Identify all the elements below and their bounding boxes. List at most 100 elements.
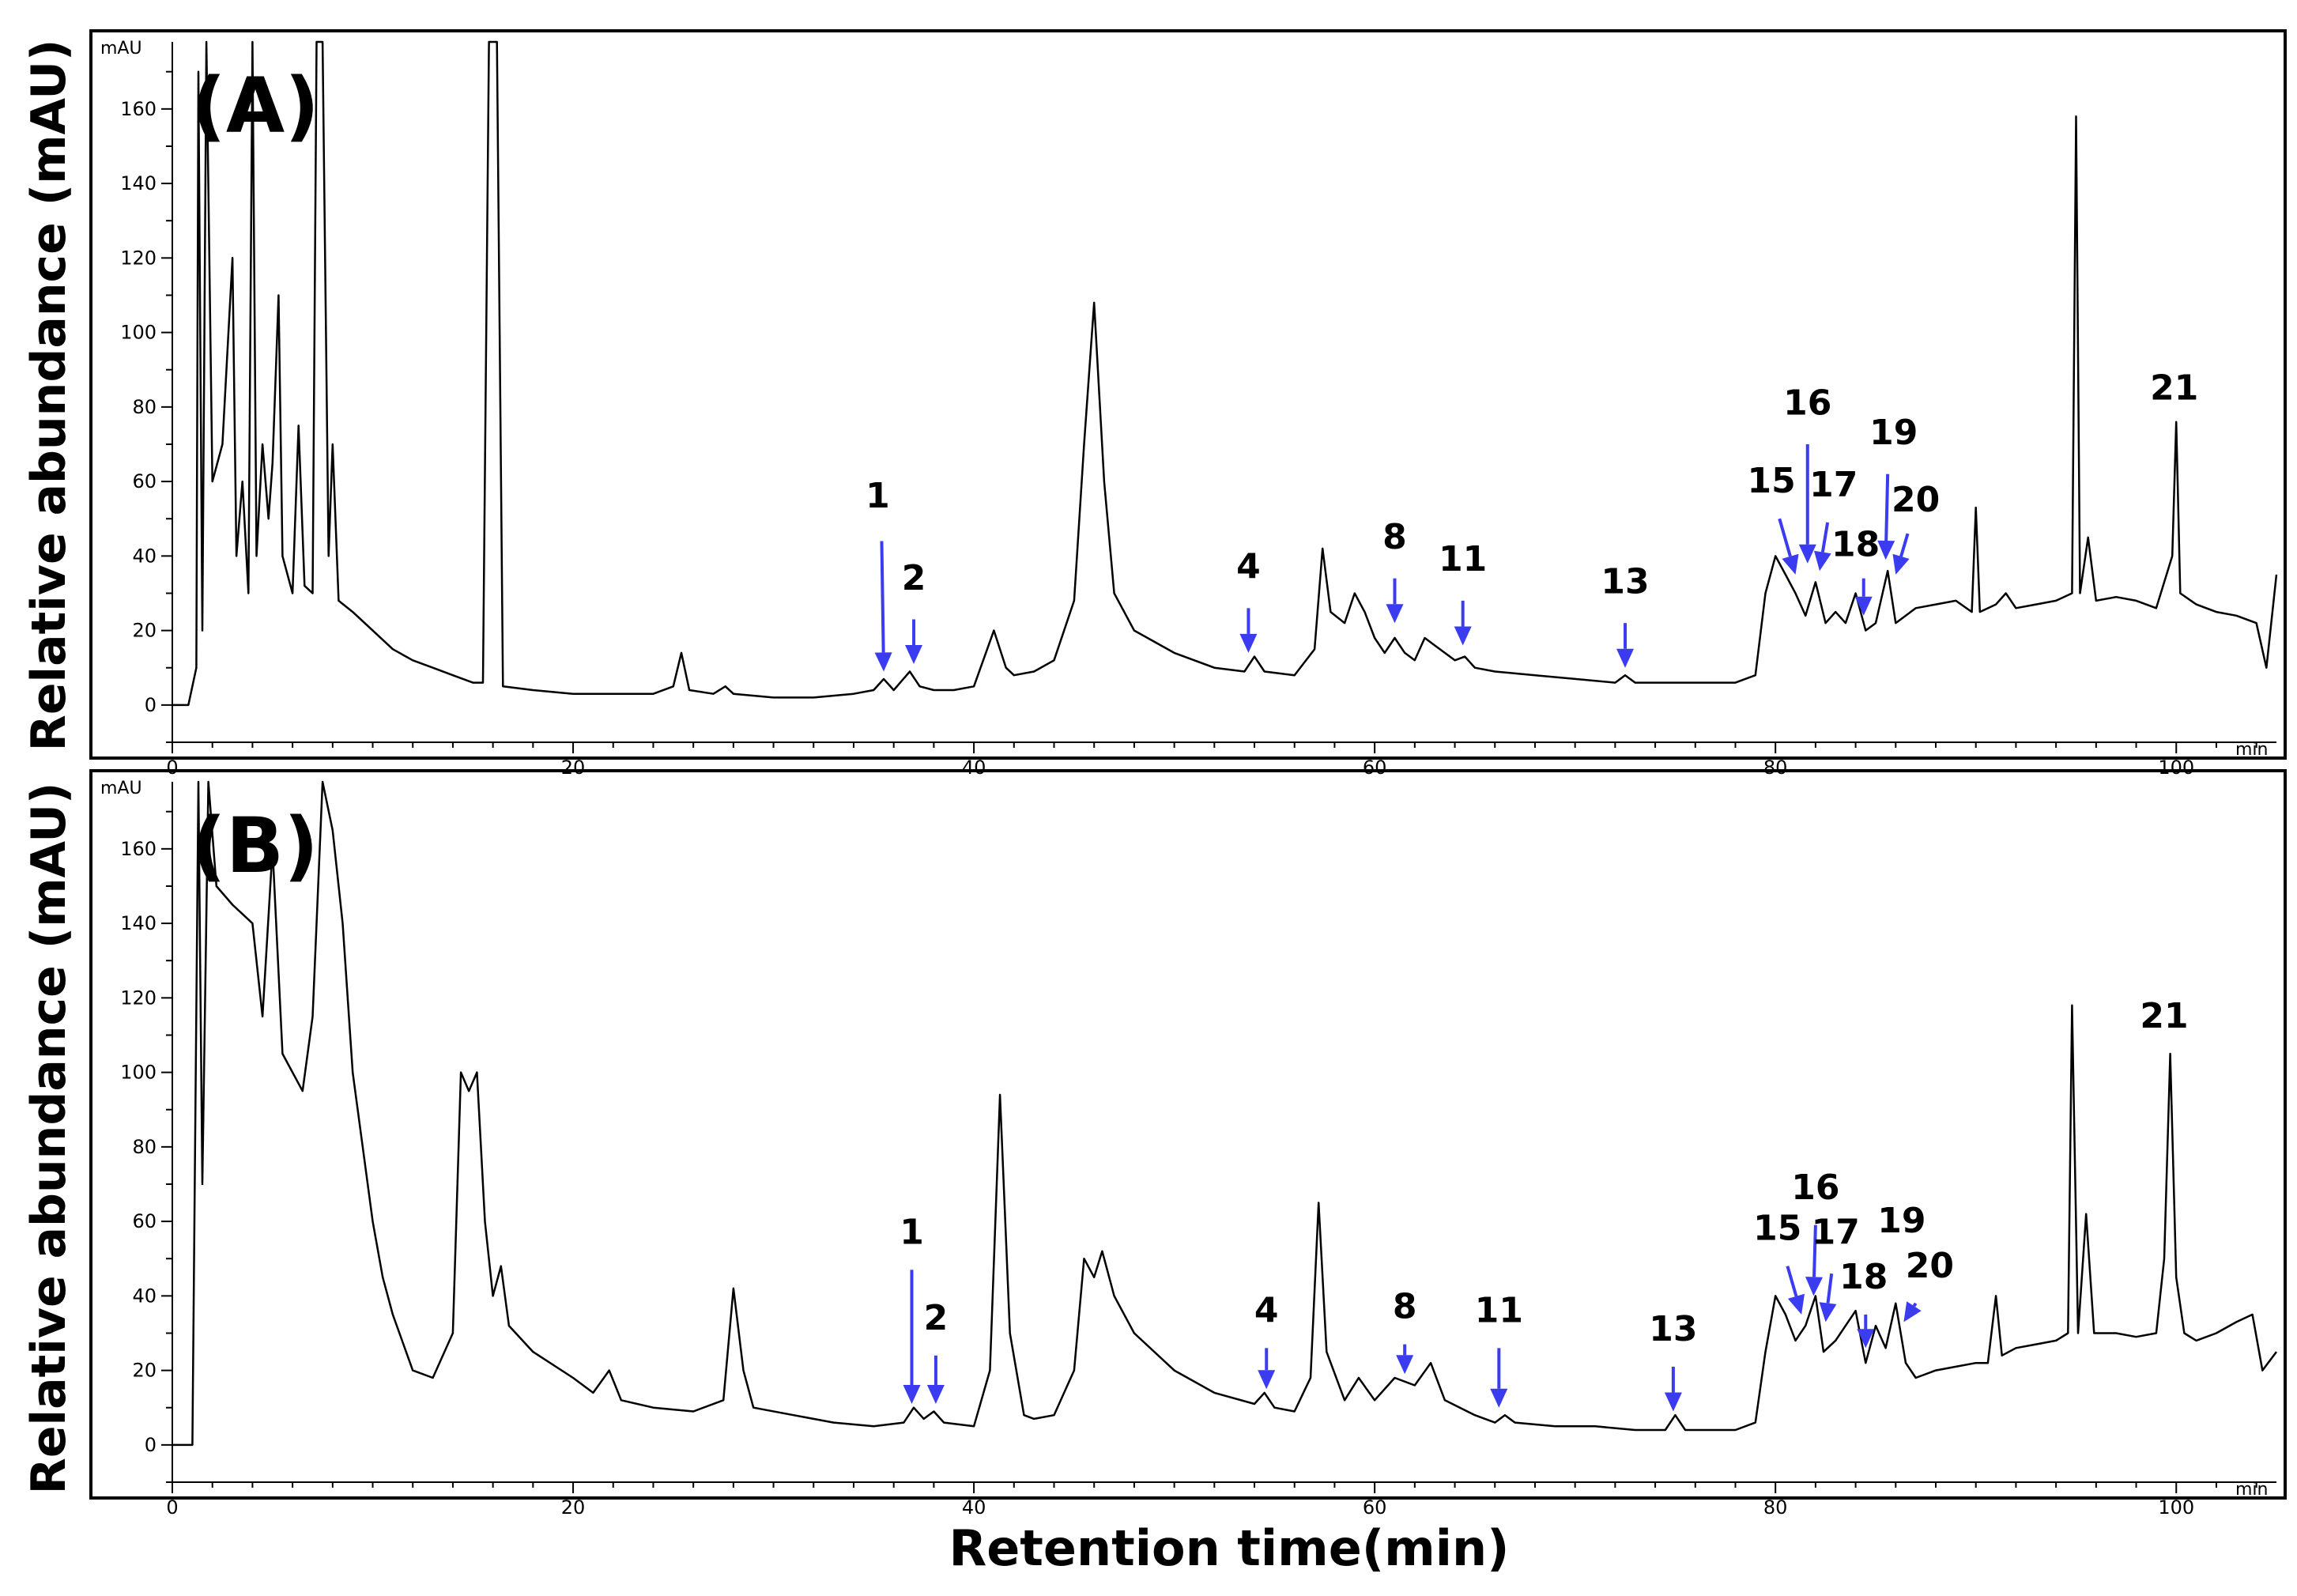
panel-b-arrow-head-17 (1819, 1302, 1837, 1322)
panel-b-arrow-head-8 (1396, 1355, 1414, 1375)
panel-b-trace (172, 780, 2277, 1447)
panel-a-arrow-head-13 (1616, 648, 1634, 668)
panel-b-x-tick-label: 0 (166, 1496, 178, 1519)
panel-a-trace (172, 40, 2278, 707)
panel-a-y-tick-label: 160 (120, 98, 157, 120)
panel-a-peak-label-13: 13 (1601, 561, 1649, 602)
panel-a-peak-arrow-4 (1239, 608, 1258, 653)
panel-b-peak-label-11: 11 (1475, 1290, 1523, 1330)
panel-a-arrow-head-2 (905, 645, 922, 664)
panel-b-min-label: min (2235, 1480, 2269, 1500)
panel-b-peak-label-18: 18 (1839, 1257, 1888, 1297)
panel-b-frame (89, 769, 2287, 1500)
panel-b-y-tick-label: 40 (132, 1285, 157, 1307)
panel-a-peak-arrow-16 (1798, 443, 1816, 564)
panel-b-peak-arrow-15 (1786, 1266, 1805, 1315)
panel-b-peak-arrow-8 (1396, 1344, 1414, 1375)
panel-b-peak-label-8: 8 (1393, 1287, 1417, 1327)
panel-a-arrow-shaft-15 (1778, 518, 1792, 557)
panel-b-x-tick-label: 80 (1763, 1496, 1788, 1519)
panel-a-frame (89, 29, 2287, 760)
panel-a-arrow-head-1 (874, 652, 892, 672)
panel-a-peak-label-8: 8 (1382, 517, 1407, 557)
panel-a-arrow-head-4 (1239, 633, 1258, 653)
panel-a-arrow-head-20 (1892, 553, 1910, 575)
panel-a-peak-arrow-2 (905, 619, 922, 664)
panel-a-min-label: min (2235, 740, 2269, 760)
panel-b-peak-label-13: 13 (1649, 1309, 1697, 1349)
panel-a-peak-label-11: 11 (1439, 539, 1487, 579)
panel-b-arrow-head-13 (1664, 1392, 1682, 1412)
panel-a-peak-label-16: 16 (1783, 383, 1831, 423)
panel-b-x-tick-label: 100 (2158, 1496, 2194, 1519)
panel-b-arrow-shaft-15 (1786, 1266, 1798, 1297)
panel-b-y-tick-label: 160 (120, 838, 157, 860)
panel-a-arrow-shaft-19 (1884, 474, 1890, 541)
panel-b-peak-label-16: 16 (1791, 1168, 1839, 1208)
panel-a-annotations: 1 2 4 8 11 13 15 16 17 18 19 20 21 (866, 368, 2198, 672)
panel-a-peak-label-19: 19 (1869, 413, 1918, 453)
panel-a-arrow-shaft-1 (880, 541, 885, 653)
panel-a-x-tick-label: 100 (2158, 756, 2194, 779)
panel-b-y-tick-label: 0 (145, 1434, 157, 1456)
y-axis-title-b: Relative abundance (mAU) (21, 783, 77, 1495)
panel-b-x-tick-label: 60 (1363, 1496, 1387, 1519)
panel-a-arrow-head-11 (1454, 626, 1472, 646)
panel-b-y-tick-label: 120 (120, 987, 157, 1009)
panel-a-arrow-head-19 (1877, 540, 1895, 560)
panel-a-x-tick-label: 0 (166, 756, 178, 779)
panel-b-peak-arrow-16 (1805, 1224, 1823, 1296)
panel-b-peak-arrow-2 (926, 1355, 945, 1404)
panel-b-peak-label-19: 19 (1877, 1201, 1925, 1241)
panel-a-arrow-shaft-20 (1899, 533, 1910, 557)
panel-a-peak-arrow-1 (874, 541, 892, 672)
panel-b-peak-arrow-13 (1664, 1366, 1682, 1412)
panel-a-arrow-head-17 (1814, 550, 1831, 572)
panel-b-x-tick-label: 40 (962, 1496, 986, 1519)
panel-a-peak-label-17: 17 (1809, 465, 1858, 505)
panel-b-arrow-head-4 (1258, 1370, 1276, 1390)
panel-b-peak-label-4: 4 (1254, 1290, 1279, 1330)
panel-a-arrow-head-18 (1854, 596, 1873, 616)
panel-a-peak-arrow-17 (1814, 522, 1831, 572)
panel-a-peak-arrow-20 (1892, 533, 1910, 575)
panel-a-peak-label-15: 15 (1748, 461, 1796, 501)
panel-b-peak-arrow-1 (903, 1270, 921, 1404)
panel-b-y-tick-label: 80 (132, 1136, 157, 1158)
panel-a-peak-label-21: 21 (2150, 368, 2198, 408)
panel-a-peak-arrow-13 (1616, 623, 1634, 668)
panel-a-peak-arrow-18 (1854, 578, 1873, 616)
panel-b-peak-arrow-11 (1490, 1348, 1508, 1408)
panel-a-x-tick-label: 40 (962, 756, 986, 779)
panel-a-peak-label-1: 1 (866, 476, 890, 516)
panel-b-arrow-head-18 (1857, 1329, 1875, 1349)
panel-b-y-tick-label: 60 (132, 1210, 157, 1232)
panel-a-peak-arrow-11 (1454, 600, 1472, 646)
panel-b-peak-label-1: 1 (900, 1212, 924, 1252)
panel-b-peak-arrow-17 (1819, 1273, 1837, 1322)
panel-b-y-tick-label: 20 (132, 1360, 157, 1382)
panel-b-arrow-head-1 (903, 1385, 921, 1404)
panel-a-chromatogram-line (172, 40, 2278, 707)
panel-b-peak-label-17: 17 (1812, 1212, 1860, 1252)
panel-a-unit-tag: mAU (100, 39, 142, 58)
panel-a-y-tick-label: 40 (132, 545, 157, 567)
panel-a-peak-arrow-19 (1877, 474, 1895, 560)
panel-b-arrow-head-2 (926, 1385, 945, 1404)
x-axis-title: Retention time(min) (949, 1519, 1509, 1577)
panel-b-peak-label-21: 21 (2140, 996, 2188, 1036)
panel-a-y-tick-label: 60 (132, 470, 157, 492)
panel-a-arrow-head-16 (1798, 544, 1816, 564)
y-axis-title-a: Relative abundance (mAU) (21, 40, 77, 752)
panel-a-arrow-shaft-17 (1820, 522, 1830, 553)
panel-b-peak-arrow-20 (1903, 1301, 1922, 1322)
panel-b-arrow-head-16 (1805, 1277, 1823, 1296)
panel-b-peak-label-15: 15 (1753, 1209, 1801, 1249)
panel-b-peak-arrow-4 (1258, 1348, 1276, 1390)
panel-b-peak-arrow-18 (1857, 1314, 1875, 1349)
